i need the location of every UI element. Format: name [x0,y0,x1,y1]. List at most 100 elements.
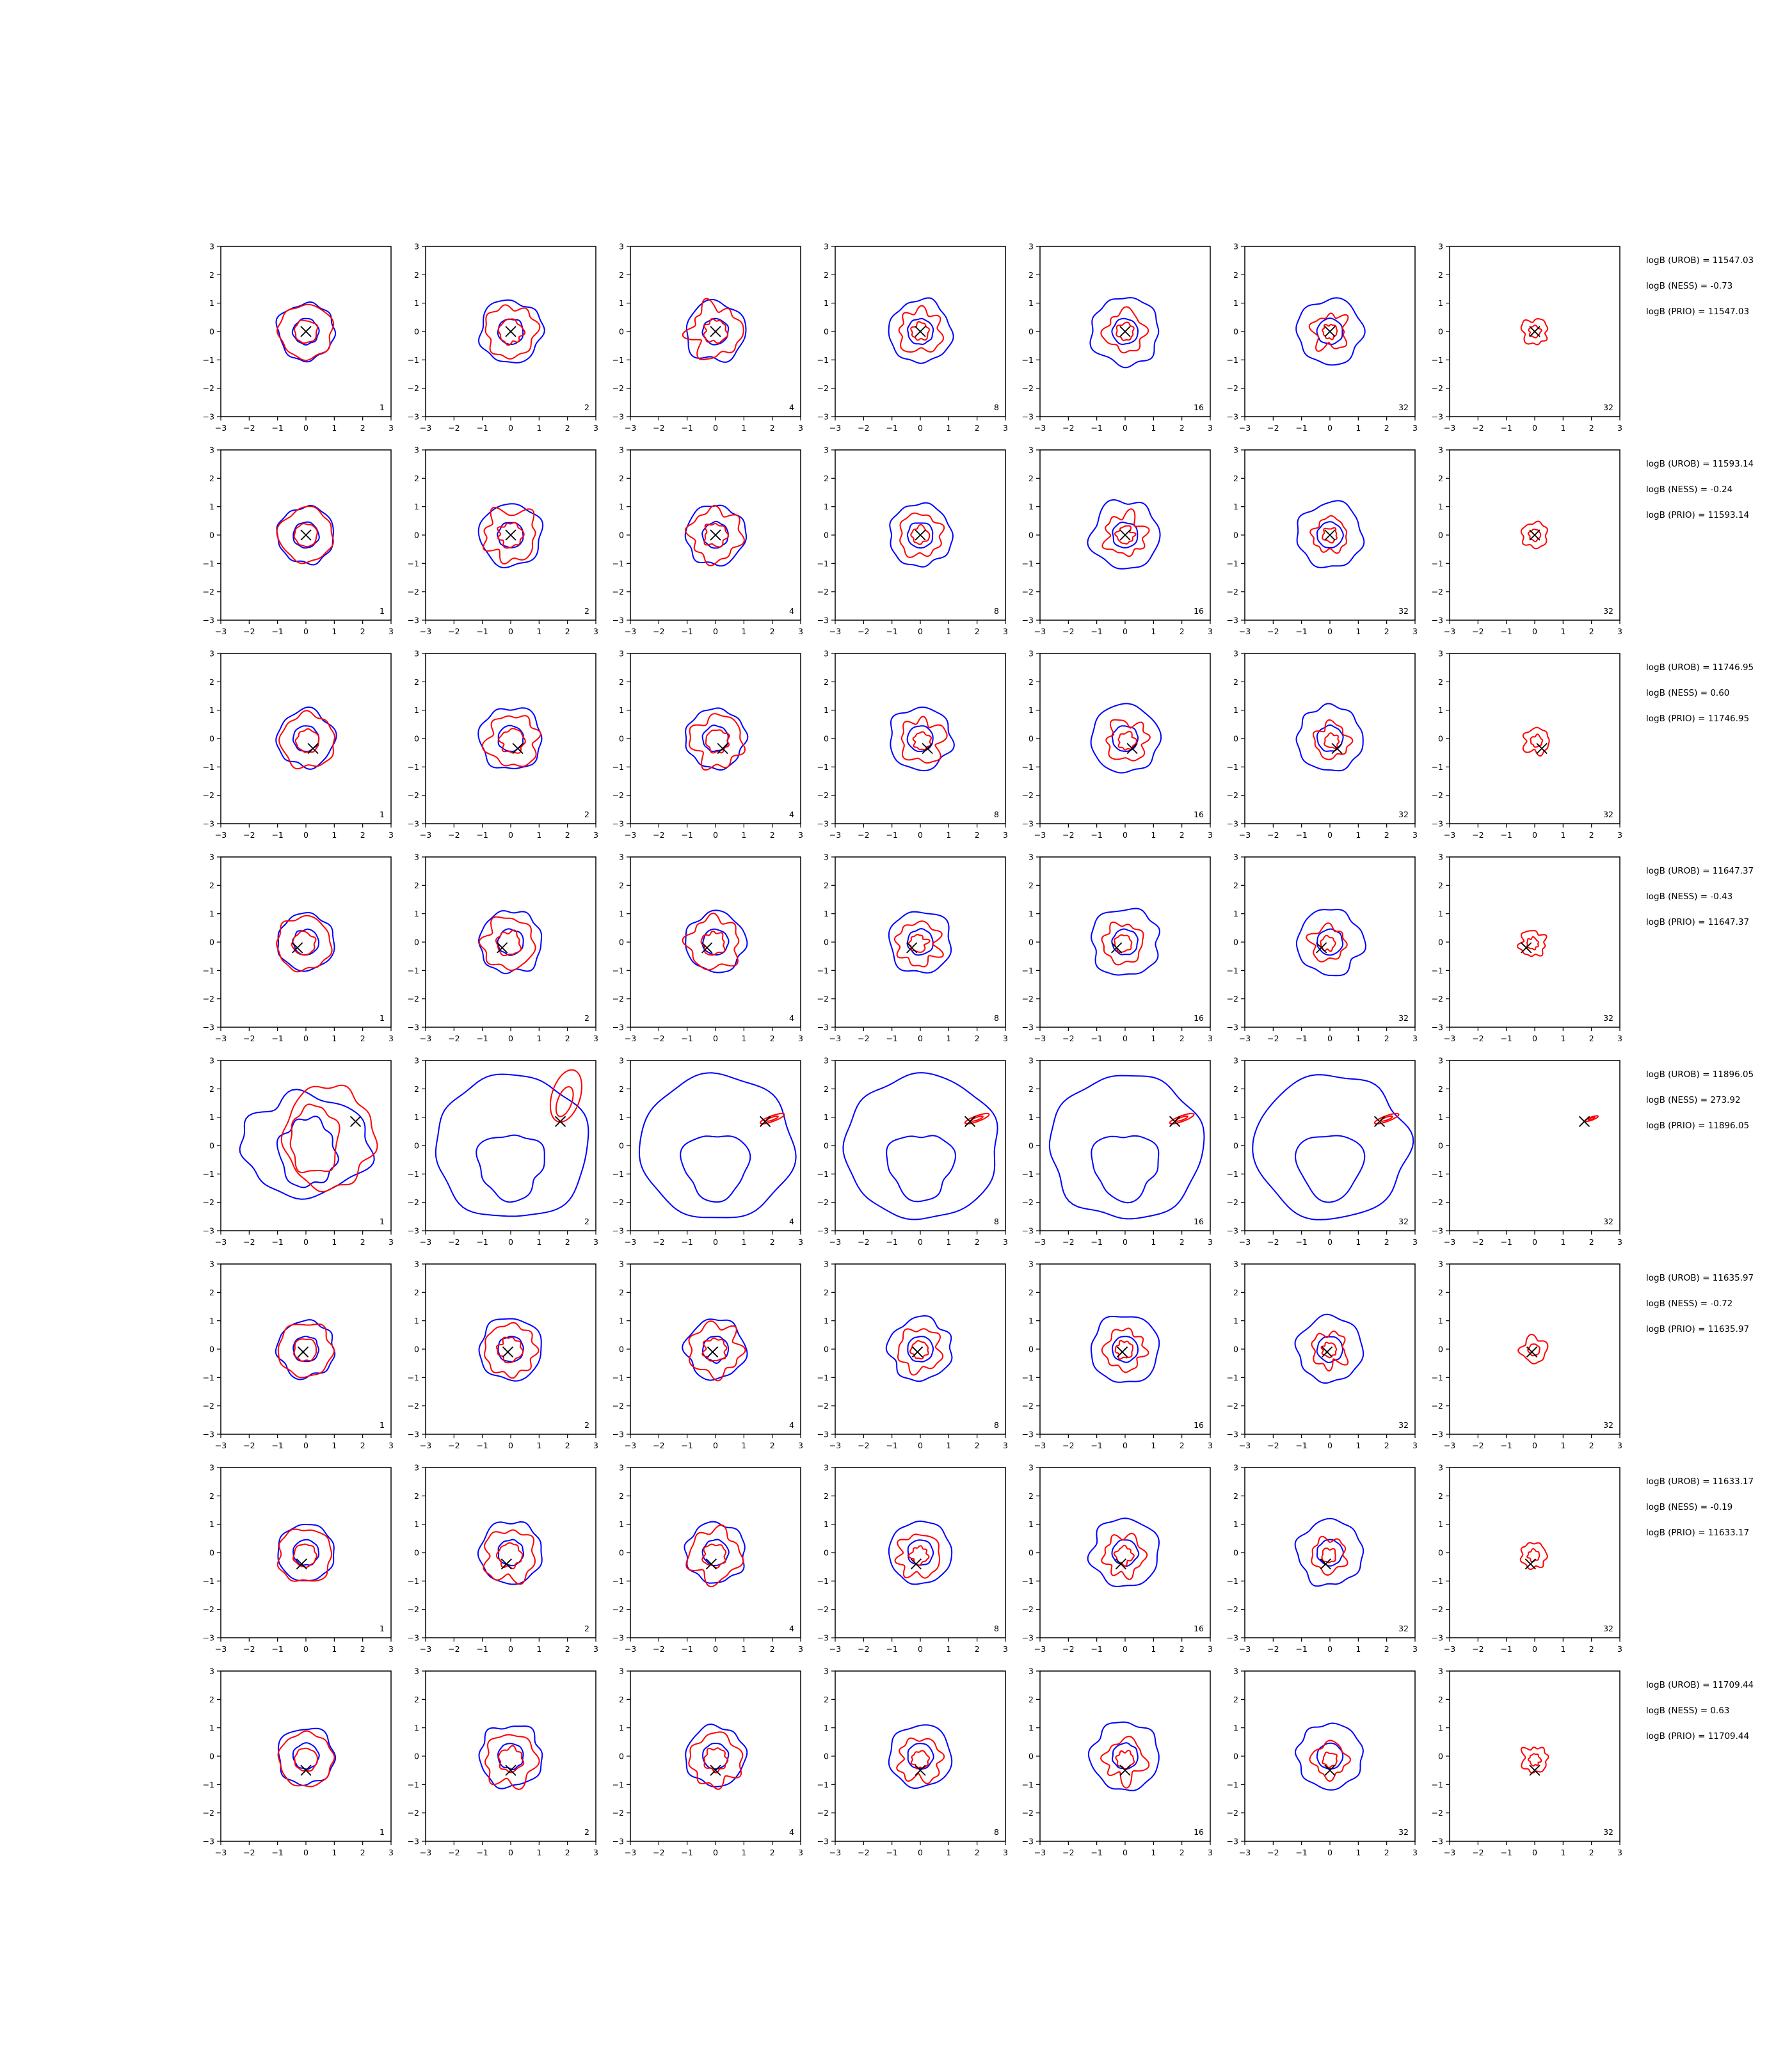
x-tick-label: −3 [829,423,841,433]
estimate-contour-outer [894,1533,941,1579]
x-tick-label: 0 [1123,1034,1128,1043]
estimate-contour-outer [276,303,335,362]
y-tick-label: −2 [1432,587,1443,596]
x-tick-label: −3 [215,1644,227,1654]
x-tick-label: −2 [1472,627,1484,636]
y-tick-label: 3 [414,1463,419,1473]
y-tick-label: −2 [1432,994,1443,1004]
y-tick-label: 3 [1028,1463,1034,1473]
x-tick-label: 3 [798,1848,803,1857]
x-tick-label: 3 [388,1034,394,1043]
x-tick-label: 1 [1560,1848,1565,1857]
y-tick-label: 3 [414,1056,419,1066]
y-tick-label: 1 [209,298,214,308]
x-tick-label: −1 [271,1034,283,1043]
panel-r3-c5: −3−3 −2 −2 −1 −1 0 0 1 1 2 2 3 3 16 [1022,649,1213,840]
y-tick-label: −3 [1022,1837,1034,1846]
x-tick-label: 0 [508,1034,513,1043]
x-tick-label: −2 [858,627,869,636]
y-tick-label: 0 [619,1548,624,1558]
panel-r3-c4: −3−3 −2 −2 −1 −1 0 0 1 1 2 2 3 3 8 [817,649,1008,840]
y-tick-label: 2 [209,677,214,687]
y-tick-label: −1 [612,1780,624,1789]
panel-count-label: 8 [994,1217,999,1226]
y-tick-label: −1 [408,1780,419,1789]
estimate-contour-inner [1320,934,1336,952]
x-tick-label: 3 [593,1644,598,1654]
x-tick-label: 2 [770,830,775,840]
plot-frame [1039,856,1211,1028]
x-tick-label: −3 [829,1441,841,1450]
estimate-contour-inner [1114,1340,1134,1360]
y-tick-label: −2 [612,1604,624,1614]
y-tick-label: 1 [414,298,419,308]
x-tick-label: 1 [946,1848,951,1857]
x-tick-label: 2 [565,627,570,636]
y-tick-label: 1 [1233,298,1238,308]
x-tick-label: 0 [1327,627,1332,636]
x-tick-label: 3 [1617,1237,1622,1247]
y-tick-label: −2 [1432,383,1443,393]
x-tick-label: 1 [332,627,337,636]
reference-contour-outer [888,1724,953,1789]
x-tick-label: −3 [1239,1237,1251,1247]
y-tick-label: −3 [1227,1633,1238,1643]
x-tick-label: 2 [1589,423,1594,433]
stat-logb-urob: logB (UROB) = 11633.17 [1646,1476,1754,1487]
y-tick-label: 3 [1438,445,1443,455]
x-tick-label: 3 [593,1441,598,1450]
plot-frame [220,1060,392,1231]
y-tick-label: −3 [817,616,829,625]
x-tick-label: 3 [1208,423,1213,433]
truth-marker [705,1558,717,1570]
y-tick-label: 0 [619,734,624,744]
y-tick-label: 3 [1233,1260,1238,1269]
y-tick-label: 2 [824,1084,829,1094]
x-tick-label: −3 [1034,423,1046,433]
y-tick-label: 3 [1233,445,1238,455]
x-tick-label: 3 [1208,1848,1213,1857]
y-tick-label: 2 [824,1695,829,1704]
y-tick-label: 3 [1233,1056,1238,1066]
panel-r3-c3: −3−3 −2 −2 −1 −1 0 0 1 1 2 2 3 3 4 [612,649,803,840]
y-tick-label: −1 [817,1169,829,1179]
y-tick-label: 0 [824,1141,829,1151]
estimate-contour-inner [294,728,320,753]
stat-logb-ness: logB (NESS) = 273.92 [1646,1095,1741,1105]
reference-contour-inner [907,522,934,549]
x-tick-label: −2 [448,830,460,840]
estimate-contour-outer [759,1112,785,1124]
x-tick-label: 3 [1617,1848,1622,1857]
y-tick-label: 2 [1438,1695,1443,1704]
reference-contour-outer [1296,500,1365,568]
y-tick-label: 2 [1233,881,1238,890]
x-tick-label: 1 [332,1034,337,1043]
x-tick-label: 2 [565,830,570,840]
estimate-contour-outer [1105,719,1151,762]
x-tick-label: 2 [1589,1034,1594,1043]
truth-marker [911,1346,924,1358]
stat-logb-urob: logB (UROB) = 11547.03 [1646,255,1754,266]
panel-count-label: 4 [789,810,794,819]
y-tick-label: 1 [1028,502,1034,511]
estimate-contour-outer [899,512,945,558]
y-tick-label: 0 [619,1752,624,1761]
y-tick-label: 1 [209,705,214,715]
reference-contour-inner [1316,317,1343,345]
plot-frame [630,856,801,1028]
x-tick-label: 2 [1180,1848,1185,1857]
x-tick-label: 0 [713,1848,718,1857]
panel-count-label: 8 [994,1624,999,1633]
x-tick-label: 3 [1003,1848,1008,1857]
x-tick-label: 1 [332,1644,337,1654]
estimate-contour-inner [495,929,522,957]
panel-r2-c4: −3−3 −2 −2 −1 −1 0 0 1 1 2 2 3 3 8 [817,445,1008,637]
panel-r8-c1: −3−3 −2 −2 −1 −1 0 0 1 1 2 2 3 3 1 [203,1667,394,1858]
x-tick-label: 3 [388,1848,394,1857]
estimate-contour-outer [277,1323,335,1379]
x-tick-label: 2 [1384,423,1389,433]
y-tick-label: 2 [414,677,419,687]
x-tick-label: 3 [388,627,394,636]
x-tick-label: −1 [1091,1644,1102,1654]
x-tick-label: −3 [1239,830,1251,840]
